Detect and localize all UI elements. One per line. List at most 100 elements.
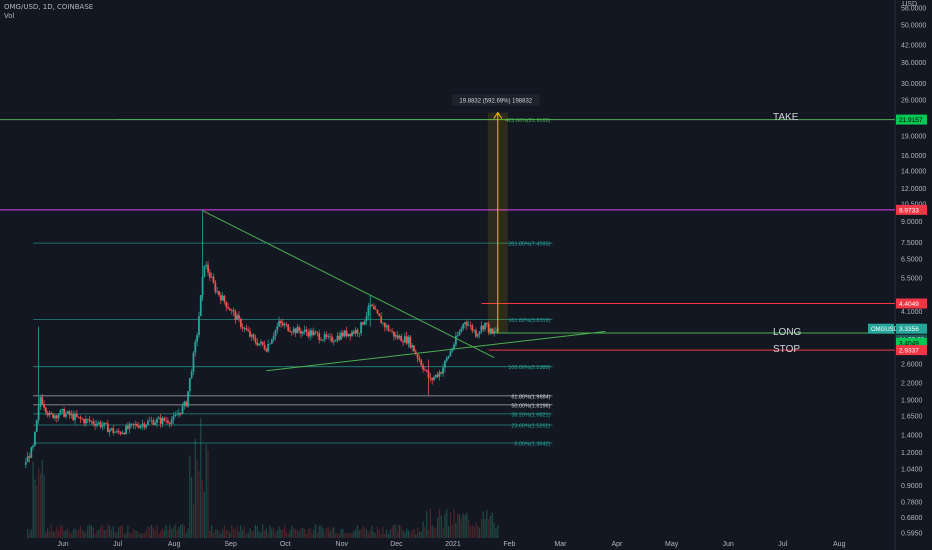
volume-bar (61, 525, 63, 538)
volume-bar (118, 527, 120, 538)
fib-level-label-7: 23.60%(1.5262) (511, 424, 550, 430)
x-tick-label-5: Nov (336, 541, 349, 548)
volume-bar (187, 528, 189, 538)
candle-body (336, 335, 339, 341)
volume-bar (473, 526, 475, 538)
candle-body (214, 282, 217, 292)
volume-bar (110, 529, 113, 538)
volume-bar (362, 526, 364, 538)
x-tick-label-4: Oct (280, 541, 291, 548)
long-label: LONG (773, 327, 802, 338)
volume-bar (271, 528, 273, 538)
y-tick-label-2: 42.0000 (901, 43, 926, 50)
candle-body (167, 420, 169, 423)
volume-bar (119, 525, 122, 538)
stop-label: STOP (773, 344, 801, 355)
volume-bar (273, 527, 275, 538)
volume-bar (145, 529, 147, 538)
symbol-badge: OMGUSD (871, 327, 899, 333)
volume-bar (52, 531, 54, 538)
candle-body (229, 308, 231, 311)
candle-body (198, 316, 200, 336)
candle-body (90, 421, 93, 422)
volume-bar (96, 530, 98, 538)
volume-bar (156, 525, 158, 538)
volume-bar (105, 529, 107, 538)
candle-body (66, 411, 69, 414)
volume-bar (251, 531, 253, 538)
candle-body (389, 330, 392, 332)
x-tick-label-2: Aug (168, 541, 181, 548)
candle-body (110, 428, 113, 430)
sell-badge-bg (896, 298, 927, 309)
volume-bar (386, 529, 388, 538)
candle-body (145, 424, 147, 428)
volume-bar (291, 525, 293, 538)
candle-body (256, 342, 259, 346)
candle-body (485, 322, 488, 324)
volume-bar (382, 526, 384, 538)
volume-bar (426, 510, 428, 538)
candle-body (329, 336, 332, 337)
volume-bar (262, 524, 264, 538)
volume-bar (192, 504, 195, 538)
candle-body (318, 333, 321, 340)
x-tick-label-14: Aug (833, 541, 846, 548)
volume-bar (398, 524, 400, 538)
volume-bar (475, 522, 477, 538)
volume-bar (393, 524, 395, 538)
candle-body (119, 432, 122, 434)
candle-body (230, 310, 233, 311)
candle-body (307, 332, 310, 337)
volume-bar (311, 533, 313, 538)
volume-bar (493, 522, 495, 538)
volume-bar (482, 511, 484, 538)
candle-body (125, 425, 127, 435)
volume-label: Vol (4, 12, 15, 20)
volume-bar (355, 529, 357, 538)
volume-bar (165, 524, 167, 538)
volume-bar (36, 485, 38, 538)
candle-body (278, 320, 281, 327)
volume-bar (136, 531, 138, 538)
volume-bar (211, 525, 213, 538)
volume-bar (67, 527, 69, 538)
volume-bar (79, 525, 82, 538)
volume-bar (109, 525, 111, 538)
volume-bar (212, 533, 215, 538)
volume-bar (407, 530, 410, 538)
candle-body (338, 335, 341, 340)
candle-body (249, 331, 251, 337)
volume-bar (460, 517, 462, 538)
volume-bar (43, 474, 45, 538)
volume-bar (358, 530, 360, 538)
x-tick-label-11: May (665, 541, 679, 548)
volume-bar (94, 533, 96, 538)
candle-body (185, 401, 188, 407)
volume-bar (391, 526, 393, 538)
candle-body (68, 411, 71, 416)
candle-body (263, 344, 266, 350)
candle-body (309, 330, 311, 337)
volume-bar (85, 532, 87, 538)
candle-body (148, 420, 151, 422)
candle-body (451, 348, 454, 352)
volume-bar (198, 471, 200, 538)
candle-body (341, 332, 344, 337)
volume-bar (345, 533, 348, 538)
candle-body (97, 422, 100, 424)
volume-bar (41, 459, 43, 538)
candle-body (28, 456, 31, 458)
volume-bar (400, 525, 402, 538)
volume-bar (489, 515, 492, 538)
volume-bar (300, 528, 302, 538)
volume-bar (141, 533, 144, 538)
candle-body (221, 295, 224, 301)
volume-bar (478, 527, 481, 538)
x-tick-label-6: Dec (390, 541, 403, 548)
volume-bar (437, 517, 439, 538)
candle-body (376, 309, 379, 314)
measure-arrow-head (493, 111, 503, 119)
volume-bar (365, 529, 368, 538)
